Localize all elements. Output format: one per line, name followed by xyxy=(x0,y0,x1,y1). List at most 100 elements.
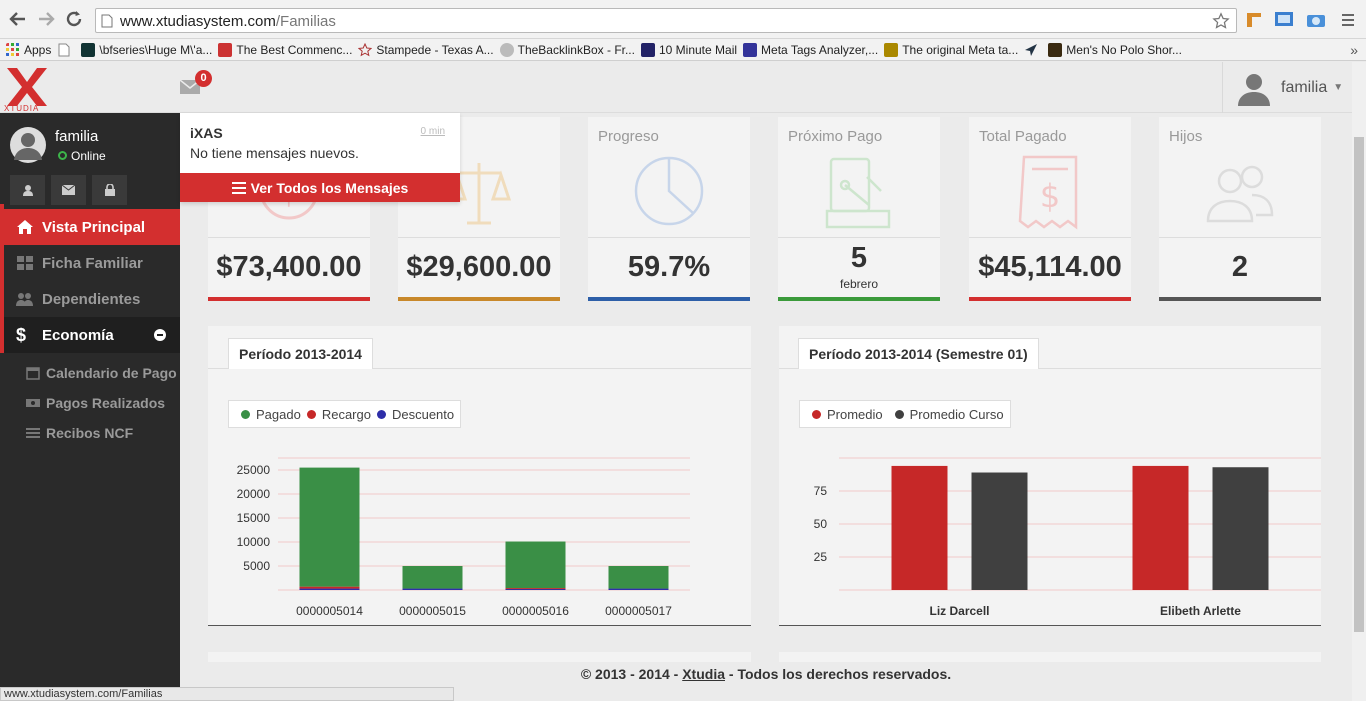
stat-card-hijos: Hijos 2 xyxy=(1159,117,1321,301)
stat-card-total-pagado: Total Pagado $ $45,114.00 xyxy=(969,117,1131,301)
card-value: 5 xyxy=(850,242,868,274)
address-bar[interactable]: www.xtudiasystem.com/Familias xyxy=(95,8,1237,33)
header-username: familia xyxy=(1281,78,1328,96)
chart-panel-semestre: Período 2013-2014 (Semestre 01) Promedio… xyxy=(779,326,1321,626)
legend-label[interactable]: Promedio xyxy=(827,406,883,422)
tab-semestre[interactable]: Período 2013-2014 (Semestre 01) xyxy=(798,338,1039,369)
collapse-icon[interactable] xyxy=(154,329,166,341)
card-value: 2 xyxy=(1231,251,1249,283)
users-outline-icon xyxy=(1206,165,1274,223)
tab-periodo[interactable]: Período 2013-2014 xyxy=(228,338,373,369)
economia-accent xyxy=(0,204,4,340)
cash-register-icon xyxy=(825,157,891,229)
menu-ficha-familiar[interactable]: Ficha Familiar xyxy=(0,245,180,281)
dropdown-message[interactable]: No tiene mensajes nuevos. xyxy=(190,145,359,161)
menu-dependientes[interactable]: Dependientes xyxy=(0,281,180,317)
favicon xyxy=(743,42,758,57)
legend-label[interactable]: Recargo xyxy=(321,406,371,422)
favicon xyxy=(81,42,96,57)
messages-button[interactable] xyxy=(51,175,86,205)
bookmark-stampede[interactable]: Stampede - Texas A... xyxy=(358,42,494,57)
submenu-calendario[interactable]: Calendario de Pago xyxy=(4,358,180,388)
bar-promedio-curso xyxy=(1212,467,1269,590)
tab-label: Período 2013-2014 xyxy=(239,346,362,362)
dropdown-title: iXAS xyxy=(190,125,223,141)
app-header xyxy=(0,62,1352,113)
y-tick-label: 10000 xyxy=(237,535,271,549)
star-icon xyxy=(358,42,373,56)
menu-icon[interactable] xyxy=(1340,10,1356,30)
footer-link[interactable]: Xtudia xyxy=(682,666,725,682)
bookmark-polo[interactable]: Men's No Polo Shor... xyxy=(1048,42,1182,57)
y-tick-label: 20000 xyxy=(237,487,271,501)
submenu-label: Recibos NCF xyxy=(46,425,134,441)
chart-legend: Pagado Recargo Descuento xyxy=(228,400,462,428)
x-tick-label: 0000005016 xyxy=(502,604,569,618)
profile-button[interactable] xyxy=(10,175,45,205)
reload-icon[interactable] xyxy=(64,9,84,29)
bookmark-metatags[interactable]: Meta Tags Analyzer,... xyxy=(743,42,878,57)
footer: © 2013 - 2014 - Xtudia - Todos los derec… xyxy=(180,666,1352,682)
menu-vista-principal[interactable]: Vista Principal xyxy=(0,209,180,245)
view-all-messages-button[interactable]: Ver Todos los Mensajes xyxy=(180,173,460,202)
bookmark-page[interactable] xyxy=(57,43,75,57)
user-menu[interactable]: familia ▼ xyxy=(1222,62,1352,113)
url-path: /Familias xyxy=(275,13,336,30)
legend-label[interactable]: Pagado xyxy=(256,406,301,422)
sidebar-username: familia xyxy=(55,128,99,145)
y-tick-label: 50 xyxy=(814,517,828,531)
submenu-pagos[interactable]: Pagos Realizados xyxy=(4,388,180,418)
legend-dot xyxy=(306,409,316,419)
card-separator xyxy=(588,237,750,238)
bar-promedio xyxy=(1132,465,1189,590)
bookmark-10minutemail[interactable]: 10 Minute Mail xyxy=(640,42,738,57)
bookmark-label: Apps xyxy=(24,42,52,57)
card-color-bar xyxy=(778,297,940,301)
page-icon xyxy=(58,43,70,56)
status-text: Online xyxy=(71,149,106,163)
more-bookmarks-icon[interactable]: » xyxy=(1350,41,1358,58)
card-separator xyxy=(208,237,370,238)
bookmark-commencement[interactable]: The Best Commenc... xyxy=(218,42,352,57)
x-tick-label: 0000005017 xyxy=(605,604,672,618)
extension-icon[interactable] xyxy=(1244,10,1264,30)
forward-icon[interactable] xyxy=(36,9,56,29)
bookmark-label: 10 Minute Mail xyxy=(658,42,738,57)
bookmark-label: The original Meta ta... xyxy=(902,42,1019,57)
bookmark-arrow[interactable] xyxy=(1024,43,1042,57)
dollar-icon: $ xyxy=(16,324,27,345)
card-title: Próximo Pago xyxy=(788,128,883,145)
bookmark-apps[interactable]: Apps xyxy=(6,42,52,57)
arrow-icon xyxy=(1025,43,1038,56)
scrollbar-thumb[interactable] xyxy=(1354,137,1364,632)
x-tick-label: 0000005015 xyxy=(399,604,466,618)
card-title: Total Pagado xyxy=(979,128,1067,145)
messages-dropdown: iXAS 0 min No tiene mensajes nuevos. Ver… xyxy=(180,113,460,202)
logo-text: XTUDIA xyxy=(4,104,40,113)
lock-button[interactable] xyxy=(92,175,127,205)
bar-descuento xyxy=(608,588,669,590)
bookmark-original-meta[interactable]: The original Meta ta... xyxy=(884,42,1019,57)
receipt-icon: $ xyxy=(1018,155,1078,230)
mail-count-badge: 0 xyxy=(195,70,212,87)
bookmark-bfseries[interactable]: \bfseries\Huge M\'a... xyxy=(81,42,212,57)
bookmark-star-icon[interactable] xyxy=(1212,12,1230,30)
legend-dot xyxy=(894,409,904,419)
favicon xyxy=(218,42,233,57)
card-color-bar xyxy=(398,297,560,301)
legend-label[interactable]: Descuento xyxy=(391,406,455,422)
bookmark-backlinkbox[interactable]: TheBacklinkBox - Fr... xyxy=(499,42,635,57)
page-icon xyxy=(101,14,113,28)
submenu-recibos[interactable]: Recibos NCF xyxy=(4,418,180,448)
card-color-bar xyxy=(588,297,750,301)
menu-economia[interactable]: $ Economía xyxy=(0,317,180,353)
page-scrollbar[interactable] xyxy=(1352,62,1366,701)
camera-icon[interactable] xyxy=(1306,10,1328,30)
back-icon[interactable] xyxy=(8,9,28,29)
tab-label: Período 2013-2014 (Semestre 01) xyxy=(809,346,1028,362)
xtudia-logo[interactable]: XTUDIA xyxy=(4,66,50,113)
submenu-label: Calendario de Pago xyxy=(46,365,177,381)
y-tick-label: 5000 xyxy=(243,559,270,573)
screen-capture-icon[interactable] xyxy=(1274,10,1296,30)
legend-label[interactable]: Promedio Curso xyxy=(909,406,1004,422)
